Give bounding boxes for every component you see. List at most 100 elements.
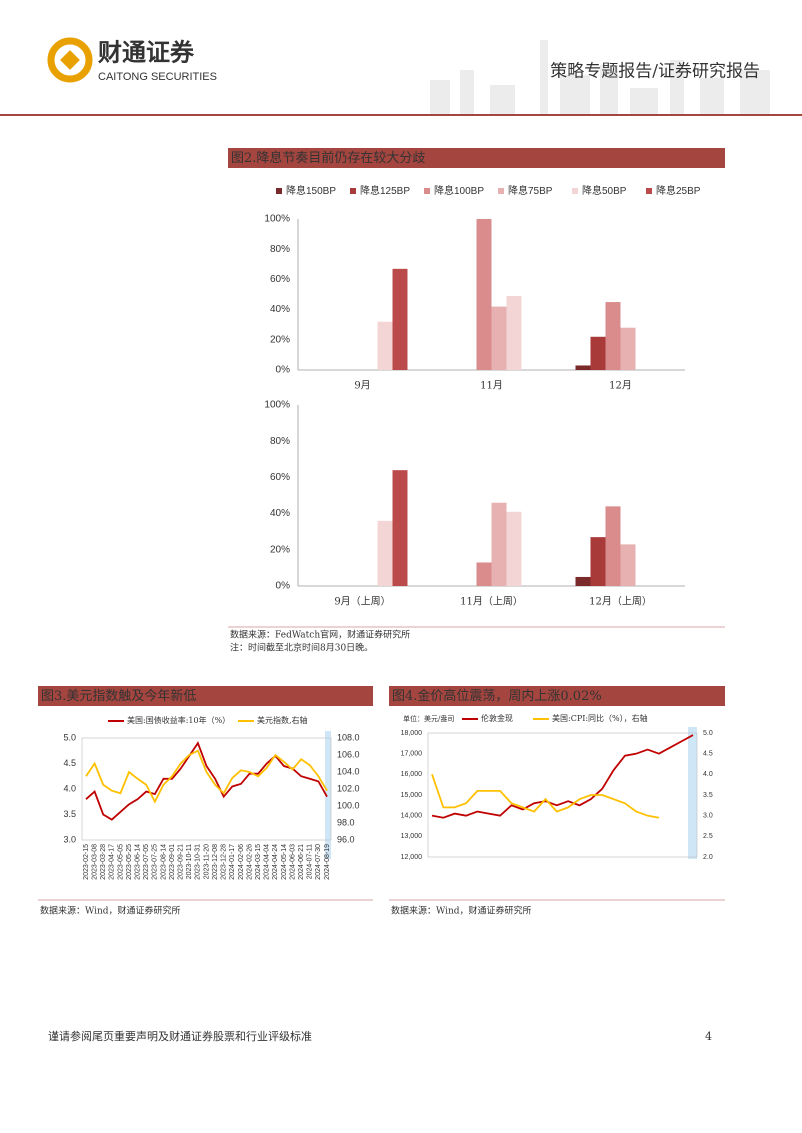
bar — [506, 296, 522, 370]
y-tick-label: 17,000 — [401, 751, 423, 758]
page-number: 4 — [705, 1030, 712, 1043]
x-tick-label: 2023-02-15 — [83, 844, 90, 880]
y-tick-label: 3.0 — [63, 834, 76, 844]
x-tick-label: 9月（上周） — [334, 596, 390, 608]
x-tick-label: 2023-05-05 — [117, 844, 124, 880]
y-tick-label: 15,000 — [401, 792, 423, 799]
y2-tick-label: 100.0 — [337, 800, 360, 810]
bar — [377, 520, 393, 586]
note: 注：时间截至北京时间8月30日晚。 — [230, 642, 373, 654]
y-tick-label: 0% — [276, 581, 291, 592]
x-tick-label: 2023-03-28 — [100, 844, 107, 880]
x-tick-label: 2023-06-14 — [134, 844, 141, 880]
y2-tick-label: 5.0 — [703, 730, 713, 737]
legend-label: 美元指数,右轴 — [257, 715, 308, 725]
figure-title-bar — [389, 686, 725, 706]
x-tick-label: 11月 — [480, 380, 503, 392]
x-tick-label: 2023-10-31 — [195, 844, 202, 880]
x-tick-label: 2024-08-19 — [324, 844, 331, 880]
y-tick-label: 16,000 — [401, 771, 423, 778]
plot-frame — [81, 737, 332, 841]
figure-title: 图4.金价高位震荡，周内上涨0.02% — [392, 688, 602, 704]
x-tick-label: 12月 — [609, 380, 632, 392]
x-tick-label: 2023-05-25 — [126, 844, 133, 880]
y2-tick-label: 102.0 — [337, 783, 360, 793]
x-tick-label: 2023-04-17 — [109, 844, 116, 880]
bar — [377, 321, 393, 370]
bar — [605, 302, 621, 370]
y2-tick-label: 3.5 — [703, 792, 713, 799]
x-tick-label: 2023-07-05 — [143, 844, 150, 880]
line-series — [85, 749, 328, 804]
x-tick-label: 2023-03-08 — [91, 844, 98, 880]
skyline — [430, 40, 770, 114]
bar — [620, 327, 636, 370]
bar — [575, 576, 591, 586]
y2-tick-label: 96.0 — [337, 834, 355, 844]
x-tick-label: 2024-05-14 — [281, 844, 288, 880]
x-tick-label: 2023-09-01 — [169, 844, 176, 880]
x-tick-label: 2024-02-06 — [238, 844, 245, 880]
legend-label: 美国:CPI:同比（%），右轴 — [552, 713, 648, 723]
y-tick-label: 100% — [264, 214, 290, 225]
plot-frame — [427, 732, 698, 858]
y-tick-label: 4.5 — [63, 758, 76, 768]
footer-disclaimer: 谨请参阅尾页重要声明及财通证券股票和行业评级标准 — [48, 1029, 312, 1043]
x-tick-label: 2023-09-21 — [178, 844, 185, 880]
bar — [476, 219, 492, 370]
x-tick-label: 2024-06-03 — [289, 844, 296, 880]
y-tick-label: 60% — [270, 472, 290, 483]
y2-tick-label: 106.0 — [337, 749, 360, 759]
bar — [491, 306, 507, 370]
legend-label: 降息75BP — [508, 184, 553, 197]
y-tick-label: 4.0 — [63, 783, 76, 793]
source: 数据来源：Wind，财通证券研究所 — [391, 905, 532, 917]
bar — [590, 537, 606, 586]
bar — [491, 502, 507, 586]
legend-swatch — [350, 188, 356, 194]
y-tick-label: 40% — [270, 304, 290, 315]
report-type: 策略专题报告/证券研究报告 — [550, 62, 760, 82]
bar — [620, 544, 636, 586]
line-series — [431, 734, 694, 819]
y-tick-label: 80% — [270, 244, 290, 255]
legend-swatch — [498, 188, 504, 194]
y-tick-label: 12,000 — [401, 854, 423, 861]
highlight-band — [688, 727, 697, 859]
x-tick-label: 2024-04-04 — [264, 844, 271, 880]
bar — [392, 470, 408, 586]
highlight-band — [325, 731, 331, 859]
y2-tick-label: 104.0 — [337, 766, 360, 776]
y2-tick-label: 108.0 — [337, 732, 360, 742]
legend-label: 伦敦金现 — [481, 713, 513, 723]
legend-label: 降息50BP — [582, 184, 627, 197]
x-tick-label: 2023-12-08 — [212, 844, 219, 880]
y-tick-label: 18,000 — [401, 730, 423, 737]
source: 数据来源：FedWatch官网，财通证券研究所 — [230, 629, 410, 641]
y2-tick-label: 4.0 — [703, 771, 713, 778]
x-tick-label: 2023-08-14 — [160, 844, 167, 880]
y2-tick-label: 2.0 — [703, 854, 713, 861]
legend-label: 降息100BP — [434, 184, 484, 197]
y-tick-label: 60% — [270, 274, 290, 285]
x-tick-label: 2024-06-21 — [298, 844, 305, 880]
source: 数据来源：Wind，财通证券研究所 — [40, 905, 181, 917]
x-tick-label: 2023-11-20 — [203, 844, 210, 879]
y-tick-label: 20% — [270, 334, 290, 345]
y-tick-label: 80% — [270, 436, 290, 447]
x-tick-label: 11月（上周） — [460, 596, 523, 608]
x-tick-label: 12月（上周） — [589, 596, 652, 608]
unit-label: 单位：美元/盎司 — [403, 714, 454, 723]
y-tick-label: 13,000 — [401, 833, 423, 840]
legend-label: 美国:国债收益率:10年（%） — [127, 715, 230, 725]
y-tick-label: 14,000 — [401, 813, 423, 820]
figure-title-bar — [38, 686, 373, 706]
bar — [506, 511, 522, 586]
y2-tick-label: 2.5 — [703, 833, 713, 840]
x-tick-label: 2023-10-11 — [186, 844, 193, 879]
company-en: CAITONG SECURITIES — [98, 71, 217, 83]
x-tick-label: 2023-07-25 — [152, 844, 159, 880]
legend-label: 降息125BP — [360, 184, 410, 197]
x-tick-label: 9月 — [354, 380, 370, 392]
